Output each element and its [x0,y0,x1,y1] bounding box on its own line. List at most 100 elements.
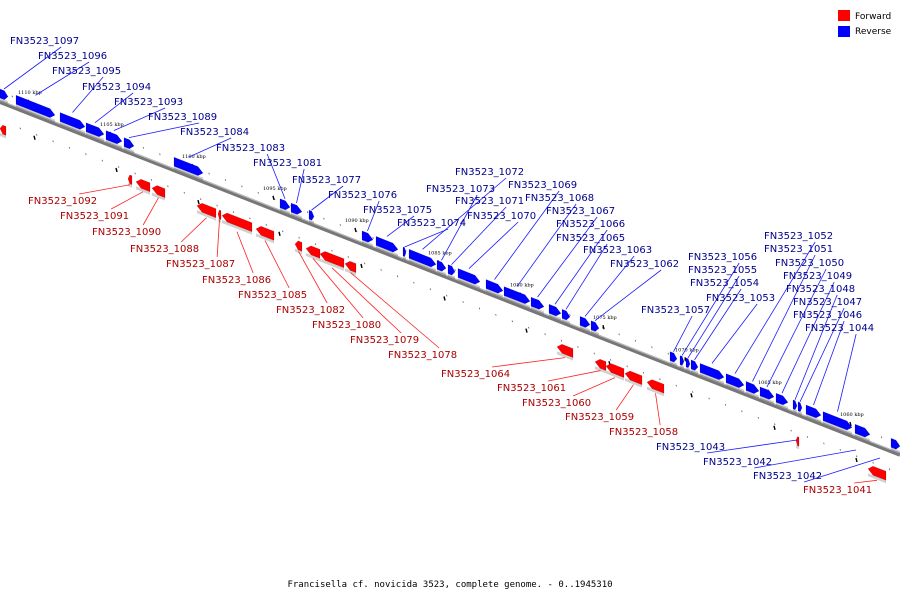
gene-FN3523_1048[interactable] [792,399,798,414]
gene-label[interactable]: FN3523_1076 [328,190,397,201]
gene-FN3523_1081[interactable] [290,202,303,220]
gene-label[interactable]: FN3523_1080 [312,320,381,331]
gene-label[interactable]: FN3523_1044 [805,323,874,334]
gene-label[interactable]: FN3523_1083 [216,143,285,154]
gene-label[interactable]: FN3523_1055 [688,265,757,276]
gene-FN3523_1058[interactable] [646,379,665,397]
gene-label[interactable]: FN3523_1095 [52,66,121,77]
gene-FN3523_1078[interactable] [344,260,357,276]
gene-label[interactable]: FN3523_1093 [114,97,183,108]
gene-FN3523_1094[interactable] [85,122,105,142]
gene-FN3523_1059[interactable] [624,370,643,388]
gene-edge-fwd[interactable] [0,124,7,139]
gene-label[interactable]: FN3523_1078 [388,350,457,361]
gene-FN3523_1052[interactable] [725,373,745,393]
gene-label[interactable]: FN3523_1056 [688,252,757,263]
gene-FN3523_1060[interactable] [605,363,625,381]
gene-label[interactable]: FN3523_1053 [706,293,775,304]
gene-label[interactable]: FN3523_1073 [426,184,495,195]
gene-label[interactable]: FN3523_1041 [803,485,872,496]
gene-FN3523_1096[interactable] [15,94,56,123]
gene-FN3523_1086[interactable] [221,212,253,235]
gene-label[interactable]: FN3523_1062 [610,259,679,270]
gene-FN3523_1077[interactable] [308,209,315,225]
gene-label[interactable]: FN3523_1096 [38,51,107,62]
gene-label[interactable]: FN3523_1069 [508,180,577,191]
gene-label[interactable]: FN3523_1054 [690,278,759,289]
gene-FN3523_1053[interactable] [699,363,725,385]
gene-FN3523_1085[interactable] [255,226,275,244]
gene-FN3523_1079[interactable] [319,251,345,271]
gene-FN3523_1072[interactable] [408,248,437,272]
gene-FN3523_1062[interactable] [590,320,600,336]
gene-label[interactable]: FN3523_1042 [703,457,772,468]
gene-label[interactable]: FN3523_1071 [455,196,524,207]
gene-FN3523_1087[interactable] [217,209,222,223]
gene-label[interactable]: FN3523_1063 [583,245,652,256]
gene-FN3523_1061[interactable] [594,358,607,374]
gene-label[interactable]: FN3523_1088 [130,244,199,255]
gene-label[interactable]: FN3523_1086 [202,275,271,286]
gene-FN3523_1045[interactable] [854,423,871,443]
gene-FN3523_1090[interactable] [151,185,166,201]
gene-FN3523_1075[interactable] [375,236,399,258]
gene-label[interactable]: FN3523_1047 [793,297,862,308]
gene-label[interactable]: FN3523_1077 [292,175,361,186]
gene-label[interactable]: FN3523_1066 [556,219,625,230]
gene-label[interactable]: FN3523_1087 [166,259,235,270]
gene-label[interactable]: FN3523_1092 [28,196,97,207]
gene-FN3523_1041[interactable] [867,465,887,484]
gene-label[interactable]: FN3523_1048 [786,284,855,295]
gene-label[interactable]: FN3523_1091 [60,211,129,222]
gene-FN3523_1097[interactable] [0,88,9,105]
gene-label[interactable]: FN3523_1050 [775,258,844,269]
gene-label[interactable]: FN3523_1065 [556,233,625,244]
gene-label[interactable]: FN3523_1051 [764,244,833,255]
gene-label[interactable]: FN3523_1082 [276,305,345,316]
gene-label[interactable]: FN3523_1097 [10,36,79,47]
gene-FN3523_1049[interactable] [775,392,789,410]
gene-label[interactable]: FN3523_1057 [641,305,710,316]
gene-label[interactable]: FN3523_1061 [497,383,566,394]
gene-FN3523_1046[interactable] [805,404,822,423]
gene-label[interactable]: FN3523_1059 [565,412,634,423]
gene-FN3523_1054[interactable] [690,359,699,375]
gene-FN3523_1055[interactable] [685,357,691,372]
gene-FN3523_1045-mark[interactable] [795,436,800,450]
gene-label[interactable]: FN3523_1042 [753,471,822,482]
gene-label[interactable]: FN3523_1043 [656,442,725,453]
gene-FN3523_1063[interactable] [579,316,591,333]
gene-FN3523_1095[interactable] [59,112,86,135]
gene-FN3523_1043[interactable] [890,437,900,454]
gene-label[interactable]: FN3523_1064 [441,369,510,380]
gene-label[interactable]: FN3523_1074 [397,218,466,229]
gene-FN3523_1070[interactable] [457,268,481,290]
gene-label[interactable]: FN3523_1090 [92,227,161,238]
gene-FN3523_1065[interactable] [561,308,571,325]
gene-FN3523_1051[interactable] [745,381,760,399]
gene-label[interactable]: FN3523_1067 [546,206,615,217]
gene-label[interactable]: FN3523_1058 [609,427,678,438]
gene-FN3523_1089[interactable] [123,137,135,154]
gene-FN3523_1082[interactable] [294,240,303,255]
gene-FN3523_1071[interactable] [447,264,456,280]
gene-FN3523_1068[interactable] [503,286,531,309]
gene-FN3523_1091[interactable] [135,179,151,195]
gene-FN3523_1092[interactable] [127,174,133,188]
gene-label[interactable]: FN3523_1081 [253,158,322,169]
gene-label[interactable]: FN3523_1052 [764,231,833,242]
gene-FN3523_1047[interactable] [797,401,803,416]
gene-FN3523_1069[interactable] [485,279,504,299]
gene-label[interactable]: FN3523_1046 [793,310,862,321]
gene-FN3523_1064[interactable] [556,344,574,361]
gene-label[interactable]: FN3523_1089 [148,112,217,123]
gene-label[interactable]: FN3523_1070 [467,211,536,222]
gene-FN3523_1066[interactable] [548,303,562,321]
gene-FN3523_1067[interactable] [530,296,545,315]
gene-FN3523_1056[interactable] [679,355,685,370]
gene-FN3523_1088[interactable] [196,202,217,221]
gene-label[interactable]: FN3523_1075 [363,205,432,216]
gene-label[interactable]: FN3523_1084 [180,127,249,138]
gene-FN3523_1093[interactable] [105,130,123,149]
gene-FN3523_1084[interactable] [173,156,204,181]
